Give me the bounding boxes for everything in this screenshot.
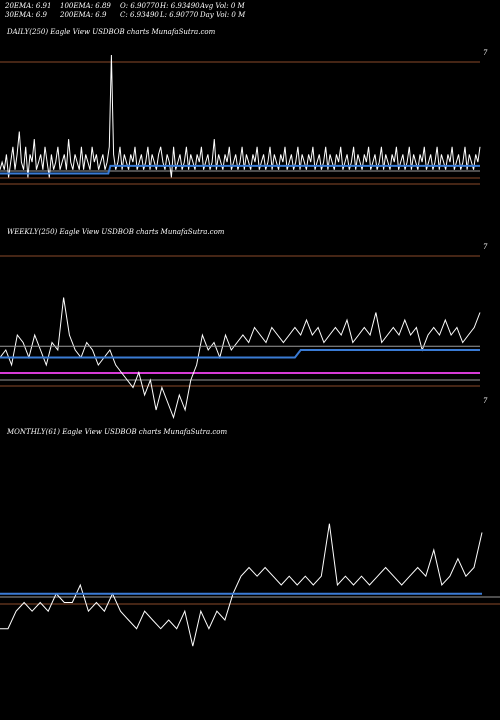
daily-panel-title: DAILY(250) Eagle View USDBOB charts Muna… [7, 28, 216, 36]
series-layer [0, 54, 483, 647]
weekly-series-price-line [0, 297, 481, 420]
daily-series-ema-1-line [0, 164, 480, 175]
stat-20ema: 20EMA: 6.91 [5, 2, 52, 10]
stat-day-vol: Day Vol: 0 M [200, 11, 246, 19]
stat-30ema: 30EMA: 6.9 [5, 11, 47, 19]
stat-high: H: 6.93490 [160, 2, 200, 10]
monthly-panel-title: MONTHLY(61) Eagle View USDBOB charts Mun… [7, 428, 228, 436]
monthly-series-price-line [0, 523, 483, 647]
stat-open: O: 6.90770 [120, 2, 160, 10]
weekly-series-ema-1-line [0, 349, 480, 359]
stat-100ema: 100EMA: 6.89 [60, 2, 111, 10]
weekly-y-tick: 7 [483, 243, 488, 251]
stat-200ema: 200EMA: 6.9 [60, 11, 107, 19]
stat-close: C: 6.93490 [120, 11, 159, 19]
weekly-panel-title: WEEKLY(250) Eagle View USDBOB charts Mun… [7, 228, 225, 236]
daily-series-price-line [0, 54, 481, 178]
stat-low: L: 6.90770 [160, 11, 199, 19]
stat-avg-vol: Avg Vol: 0 M [200, 2, 245, 10]
daily-y-tick: 7 [483, 49, 488, 57]
weekly-y-tick-low: 7 [483, 397, 488, 405]
